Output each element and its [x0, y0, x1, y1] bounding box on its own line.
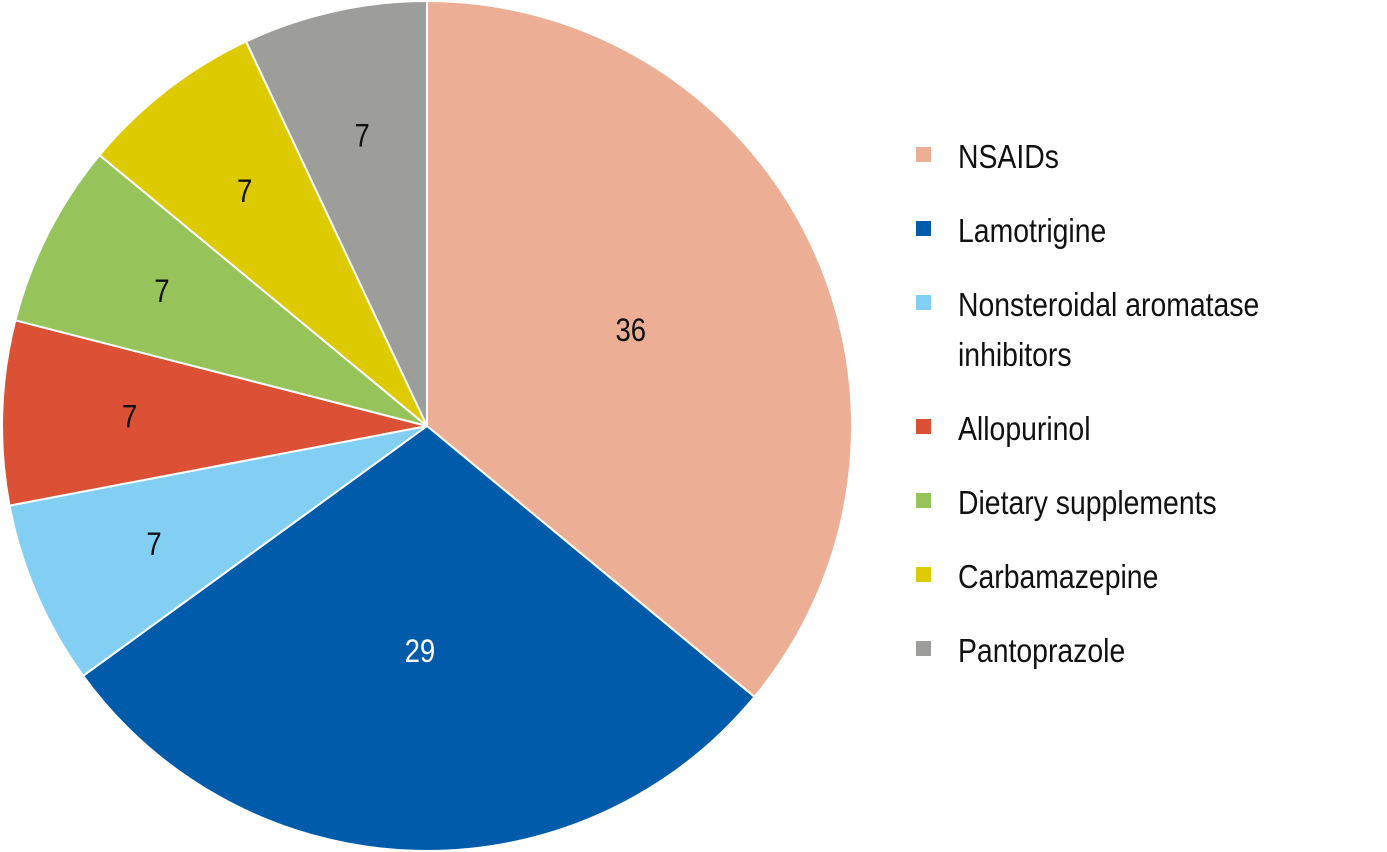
legend-label: Lamotrigine — [958, 212, 1107, 249]
data-label-0: 36 — [616, 313, 647, 348]
legend-label: Dietary supplements — [958, 484, 1217, 521]
pie-slice-6 — [244, 0, 428, 427]
legend-swatch — [916, 567, 931, 582]
legend-swatch — [916, 493, 931, 508]
data-label-1: 29 — [405, 634, 436, 669]
legend-label: NSAIDs — [958, 138, 1059, 175]
pie-slice-4 — [14, 153, 428, 427]
data-label-5: 7 — [237, 174, 252, 209]
legend-label: Pantoprazole — [958, 632, 1126, 669]
pie-slice-1 — [81, 424, 756, 852]
pie-slice-5 — [98, 40, 428, 427]
legend-swatch — [916, 221, 931, 236]
data-label-3: 7 — [122, 400, 137, 435]
legend-label: Nonsteroidal aromatase inhibitors — [958, 286, 1260, 373]
legend-label: Allopurinol — [958, 410, 1091, 447]
pie-slice-0 — [426, 0, 853, 699]
data-label-6: 7 — [354, 119, 369, 154]
legend-label: Carbamazepine — [958, 558, 1159, 595]
pie-slice-2 — [8, 425, 428, 678]
data-label-4: 7 — [154, 274, 169, 309]
pie-chart: 36 29 7 7 7 7 7 — [1, 0, 853, 852]
legend-swatch — [916, 641, 931, 656]
data-label-2: 7 — [146, 527, 161, 562]
pie-slice-3 — [1, 319, 428, 507]
legend-swatch — [916, 419, 931, 434]
legend-swatch — [916, 295, 931, 310]
legend-swatch — [916, 147, 931, 162]
